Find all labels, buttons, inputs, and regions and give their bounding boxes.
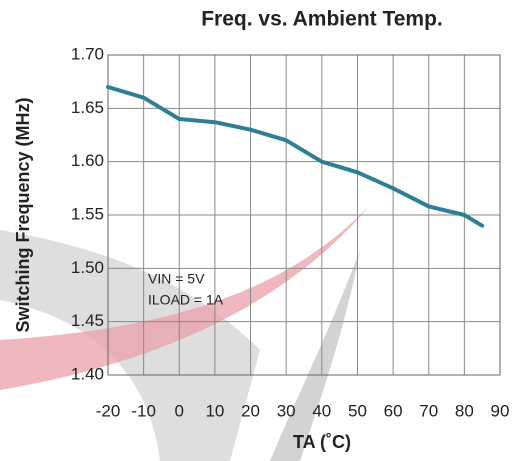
watermark-red <box>0 205 370 390</box>
x-tick-label: 30 <box>277 401 296 420</box>
x-tick-label: 90 <box>491 401 510 420</box>
x-tick-label: 0 <box>175 401 184 420</box>
y-tick-label: 1.65 <box>71 98 104 117</box>
y-tick-label: 1.60 <box>71 151 104 170</box>
plot-frame <box>107 54 501 376</box>
x-tick-label: 20 <box>241 401 260 420</box>
x-tick-label: 80 <box>455 401 474 420</box>
x-tick-label: -10 <box>131 401 156 420</box>
x-tick-label: 10 <box>205 401 224 420</box>
x-tick-label: 70 <box>419 401 438 420</box>
x-tick-label: -20 <box>96 401 121 420</box>
y-axis-label: Switching Frequency (MHz) <box>13 97 33 332</box>
data-line <box>106 85 485 228</box>
y-tick-label: 1.50 <box>71 258 104 277</box>
x-axis-label: TA (˚C) <box>293 432 351 452</box>
y-tick-label: 1.40 <box>71 364 104 383</box>
y-tick-label: 1.70 <box>71 44 104 63</box>
x-tick-label: 50 <box>348 401 367 420</box>
annotation: VIN = 5V <box>148 271 205 287</box>
y-tick-label: 1.45 <box>71 311 104 330</box>
plot-area <box>107 54 501 376</box>
y-tick-label: 1.55 <box>71 204 104 223</box>
x-tick-label: 40 <box>312 401 331 420</box>
x-tick-label: 60 <box>384 401 403 420</box>
annotation: ILOAD = 1A <box>148 292 224 308</box>
chart-title: Freq. vs. Ambient Temp. <box>201 8 443 31</box>
